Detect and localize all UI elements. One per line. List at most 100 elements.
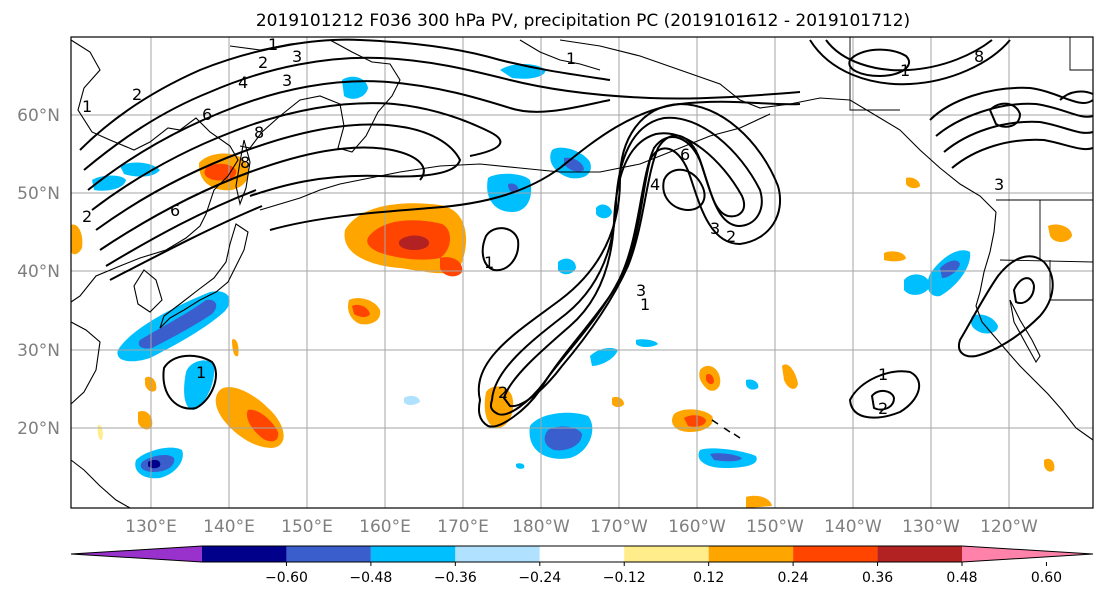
precip-positive-area: [232, 339, 239, 357]
precip-positive-area: [352, 304, 370, 317]
pv-contour: [99, 146, 425, 251]
pv-contour-label: 6: [680, 145, 690, 164]
lon-label: 170°E: [437, 517, 489, 537]
colorbar-tick-label: 0.48: [946, 570, 977, 586]
coastline-asia: [70, 39, 239, 303]
colorbar-tick-label: −0.24: [518, 570, 561, 586]
lon-label: 160°W: [668, 517, 726, 537]
lat-label: 50°N: [17, 184, 60, 204]
lat-label: 60°N: [17, 106, 60, 126]
pv-contour-label: 3: [994, 175, 1004, 194]
precip-negative-area: [590, 348, 618, 366]
precip-positive-area: [440, 257, 463, 277]
pv-contour-label: 8: [974, 47, 984, 66]
coastline-north-america: [975, 211, 1094, 441]
pv-contour: [848, 48, 910, 78]
precip-positive-area: [1044, 458, 1055, 472]
pv-contour-label: 1: [878, 365, 888, 384]
pv-contour-label: 2: [258, 53, 268, 72]
precip-positive-area: [746, 495, 772, 508]
pv-contour-label: 8: [240, 153, 250, 172]
coastline-hawaii: [711, 419, 741, 439]
coastline-kamchatka: [229, 39, 401, 153]
colorbar: −0.60 −0.48 −0.36 −0.24 −0.12 0.12 0.24 0.36 0.4…: [70, 545, 1094, 586]
colorbar-segment: [202, 546, 287, 562]
pv-contour: [91, 102, 502, 211]
precip-negative-area: [710, 453, 742, 462]
colorbar-extend-high: [962, 546, 1093, 562]
pv-contour-label: 6: [170, 201, 180, 220]
map-frame: [70, 36, 1094, 509]
precip-negative-areas: [92, 64, 998, 479]
colorbar-segment: [793, 546, 878, 562]
precip-negative-area: [184, 360, 215, 410]
pv-contour-label: 1: [196, 363, 206, 382]
lon-label: 130°E: [125, 517, 177, 537]
pv-contour: [162, 354, 217, 410]
colorbar-tick-label: 0.24: [778, 570, 809, 586]
colorbar-segment: [286, 546, 371, 562]
coastline-asia: [70, 321, 101, 405]
coastline-korea: [133, 269, 163, 313]
lon-label: 140°E: [203, 517, 255, 537]
precip-positive-area: [71, 224, 83, 255]
precip-negative-area: [516, 463, 525, 469]
pv-contour: [1012, 277, 1036, 304]
precip-negative-area: [138, 299, 217, 349]
pv-contour-label: 1: [566, 49, 576, 68]
pv-contour-labels: 1 2 3 4 6 8 1 2 3 6 8 1 2 1 1 2 3 1 2 3 …: [82, 35, 1004, 418]
pv-contour: [269, 100, 801, 231]
coastline-alaska: [519, 39, 601, 71]
precip-positive-area: [138, 410, 153, 430]
pv-contour: [489, 116, 763, 416]
precip-positive-area: [246, 409, 279, 442]
coastlines: [70, 37, 1094, 509]
lon-label: 120°W: [980, 517, 1038, 537]
pv-contour: [825, 39, 993, 72]
precip-positive-area: [398, 235, 430, 250]
pv-contour-label: 2: [132, 85, 142, 104]
precip-positive-area: [97, 424, 103, 440]
precip-negative-area: [904, 274, 930, 295]
colorbar-segment: [877, 546, 962, 562]
pv-contour: [958, 255, 1054, 358]
precip-positive-area: [706, 373, 714, 385]
coastline-asia: [70, 459, 131, 509]
precip-positive-area: [1048, 224, 1072, 242]
lon-label: 140°W: [824, 517, 882, 537]
colorbar-tick-label: 0.36: [862, 570, 893, 586]
pv-contour: [662, 168, 706, 212]
pv-contour-label: 4: [238, 73, 248, 92]
pv-contour: [951, 138, 1094, 169]
coastline-islands: [259, 113, 771, 211]
coastline-sakhalin: [235, 139, 251, 206]
precip-negative-area: [636, 339, 658, 347]
pv-contour: [988, 102, 1022, 128]
lon-label: 160°E: [359, 517, 411, 537]
pv-contour-label: 8: [254, 123, 264, 142]
pv-contour: [929, 86, 1094, 121]
pv-contours: [79, 38, 1094, 428]
pv-contour-label: 1: [268, 35, 278, 54]
pv-contour-label: 6: [202, 105, 212, 124]
colorbar-tick-label: −0.36: [434, 570, 477, 586]
precip-negative-area: [940, 260, 960, 278]
lon-label: 170°W: [590, 517, 648, 537]
pv-contour-label: 2: [82, 207, 92, 226]
pv-contour-label: 3: [636, 281, 646, 300]
pv-contour-label: 1: [900, 61, 910, 80]
coastline-japan: [159, 223, 249, 329]
precip-negative-area: [148, 459, 161, 469]
colorbar-tick-label: −0.60: [265, 570, 308, 586]
pv-contour: [935, 102, 1094, 137]
pv-contour-label: 3: [282, 71, 292, 90]
pv-contour: [109, 205, 263, 281]
pv-contour: [79, 38, 611, 151]
pv-contour: [809, 39, 1011, 86]
colorbar-outline: [70, 545, 1094, 563]
lon-label: 130°W: [902, 517, 960, 537]
colorbar-segment: [455, 546, 540, 562]
pv-contour: [83, 56, 801, 171]
colorbar-tick-label: 0.12: [693, 570, 724, 586]
